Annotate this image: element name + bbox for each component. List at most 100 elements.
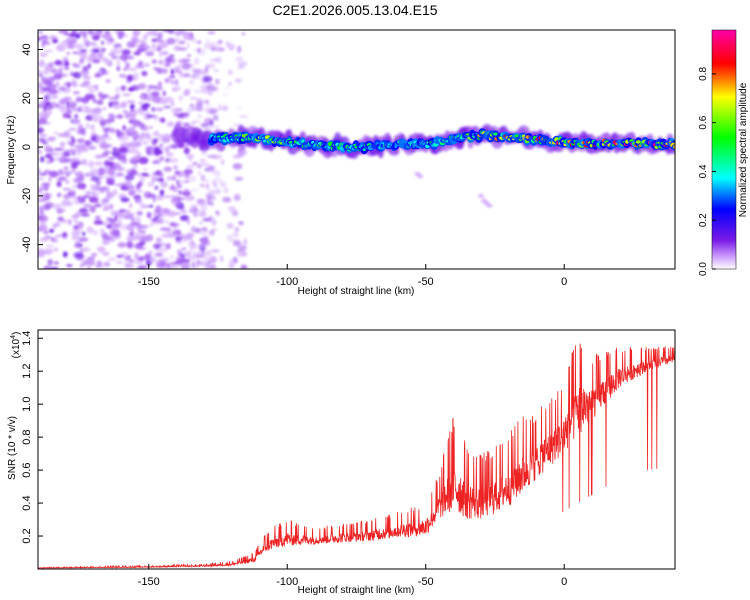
noise-blob — [156, 194, 164, 201]
noise-blob — [67, 82, 71, 89]
noise-blob — [179, 210, 188, 213]
colorbar-tick-label: 0.8 — [698, 67, 709, 81]
noise-blob — [68, 218, 72, 226]
noise-blob — [80, 213, 91, 217]
noise-blob — [49, 88, 58, 95]
noise-blob — [207, 189, 217, 195]
snr-frame — [37, 329, 676, 570]
noise-blob — [120, 101, 127, 109]
noise-blob — [58, 105, 65, 112]
noise-blob — [111, 100, 120, 106]
noise-blob — [38, 31, 43, 34]
noise-blob — [74, 244, 80, 248]
colorbar: 0.0 0.2 0.4 0.6 0.8 Normalized spectral ampl… — [698, 29, 749, 276]
noise-blob — [186, 107, 195, 113]
noise-blob — [153, 85, 158, 90]
noise-blob — [51, 152, 62, 157]
noise-blob — [63, 96, 72, 102]
noise-blob — [134, 156, 139, 160]
noise-blob — [70, 193, 77, 200]
noise-blob — [57, 208, 66, 212]
noise-blob — [45, 106, 51, 112]
noise-blob — [102, 107, 107, 111]
noise-blob — [178, 190, 183, 195]
noise-blob — [217, 104, 222, 112]
noise-blob — [89, 168, 100, 176]
noise-blob — [122, 124, 126, 131]
noise-blob — [176, 184, 183, 189]
noise-blob — [87, 259, 96, 265]
noise-blob — [113, 43, 119, 50]
noise-blob — [176, 263, 179, 269]
noise-blob — [72, 71, 82, 79]
noise-blob — [182, 73, 191, 78]
noise-blob — [130, 38, 139, 45]
noise-blob — [104, 204, 109, 209]
noise-blob — [136, 183, 141, 190]
noise-blob — [177, 64, 183, 69]
figure-title: C2E1.2026.005.13.04.E15 — [272, 2, 437, 18]
noise-blob — [58, 86, 67, 91]
noise-blob — [41, 42, 46, 48]
noise-blob — [101, 56, 108, 62]
noise-blob — [108, 235, 116, 243]
snr-y-multiplier: (x104) — [10, 332, 22, 359]
noise-blob — [190, 225, 197, 233]
noise-blob — [69, 101, 77, 108]
noise-blob — [233, 193, 241, 201]
noise-blob — [123, 210, 130, 215]
noise-blob — [41, 70, 50, 75]
noise-blob — [98, 167, 106, 175]
noise-blob — [139, 176, 145, 184]
noise-blob — [81, 260, 88, 266]
noise-blob — [211, 249, 221, 253]
noise-blob — [132, 120, 142, 125]
noise-blob — [185, 232, 194, 241]
noise-blob — [131, 188, 136, 192]
noise-blob — [204, 38, 212, 41]
noise-blob — [75, 96, 83, 103]
noise-blob — [72, 161, 82, 165]
noise-blob — [38, 200, 45, 203]
noise-blob — [185, 164, 196, 169]
noise-blob — [166, 37, 176, 45]
noise-blob — [116, 65, 121, 72]
noise-blob — [53, 261, 59, 265]
noise-blob — [43, 101, 52, 105]
noise-blob — [174, 37, 181, 43]
noise-blob — [107, 257, 117, 261]
noise-blob — [103, 261, 111, 267]
noise-blob — [167, 145, 175, 149]
noise-blob — [151, 44, 157, 47]
noise-blob — [94, 215, 101, 222]
noise-blob — [76, 147, 82, 154]
noise-blob — [168, 54, 175, 58]
noise-blob — [141, 140, 149, 145]
noise-blob — [42, 86, 52, 92]
noise-blob — [58, 41, 69, 49]
noise-blob — [62, 187, 71, 191]
noise-blob — [104, 175, 109, 179]
noise-blob — [146, 94, 151, 102]
noise-blob — [196, 99, 205, 104]
colorbar-tick-label: 0.4 — [698, 164, 709, 178]
noise-blob — [72, 184, 77, 189]
noise-blob — [172, 174, 176, 181]
noise-blob — [153, 33, 161, 37]
noise-blob — [71, 214, 80, 218]
noise-blob — [38, 150, 43, 155]
noise-blob — [141, 44, 151, 51]
noise-blob — [75, 130, 86, 134]
noise-blob — [129, 103, 135, 110]
noise-blob — [100, 48, 107, 52]
noise-blob — [114, 183, 124, 187]
noise-blob — [77, 123, 83, 131]
noise-blob — [90, 112, 98, 119]
noise-blob — [38, 248, 45, 256]
noise-blob — [70, 136, 74, 140]
noise-blob — [47, 193, 53, 198]
noise-blob — [172, 86, 182, 91]
noise-blob — [153, 147, 161, 155]
noise-blob — [99, 188, 106, 194]
noise-blob — [208, 92, 213, 96]
